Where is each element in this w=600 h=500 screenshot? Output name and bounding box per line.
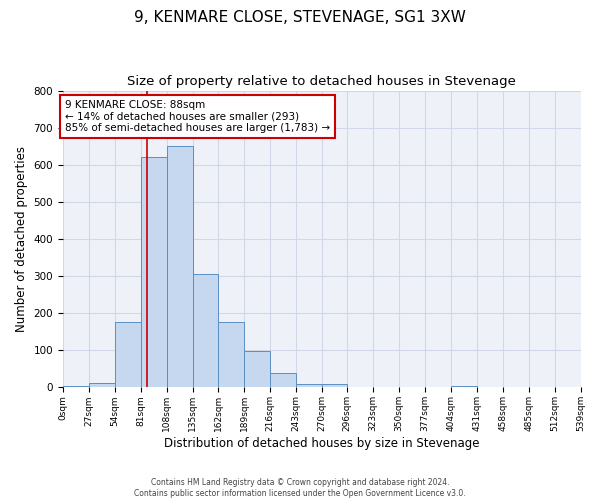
Bar bbox=[244, 352, 271, 388]
Bar bbox=[115, 322, 140, 388]
Title: Size of property relative to detached houses in Stevenage: Size of property relative to detached ho… bbox=[127, 75, 516, 88]
Bar bbox=[271, 372, 296, 388]
Text: 9, KENMARE CLOSE, STEVENAGE, SG1 3XW: 9, KENMARE CLOSE, STEVENAGE, SG1 3XW bbox=[134, 10, 466, 25]
Bar bbox=[193, 274, 218, 388]
Text: Contains HM Land Registry data © Crown copyright and database right 2024.
Contai: Contains HM Land Registry data © Crown c… bbox=[134, 478, 466, 498]
Text: 9 KENMARE CLOSE: 88sqm
← 14% of detached houses are smaller (293)
85% of semi-de: 9 KENMARE CLOSE: 88sqm ← 14% of detached… bbox=[65, 100, 330, 133]
Bar bbox=[451, 386, 477, 388]
Y-axis label: Number of detached properties: Number of detached properties bbox=[15, 146, 28, 332]
Bar bbox=[167, 146, 193, 388]
Bar bbox=[89, 383, 115, 388]
Bar bbox=[322, 384, 347, 388]
Bar bbox=[140, 158, 167, 388]
Bar bbox=[63, 386, 89, 388]
X-axis label: Distribution of detached houses by size in Stevenage: Distribution of detached houses by size … bbox=[164, 437, 479, 450]
Bar bbox=[296, 384, 322, 388]
Bar bbox=[218, 322, 244, 388]
